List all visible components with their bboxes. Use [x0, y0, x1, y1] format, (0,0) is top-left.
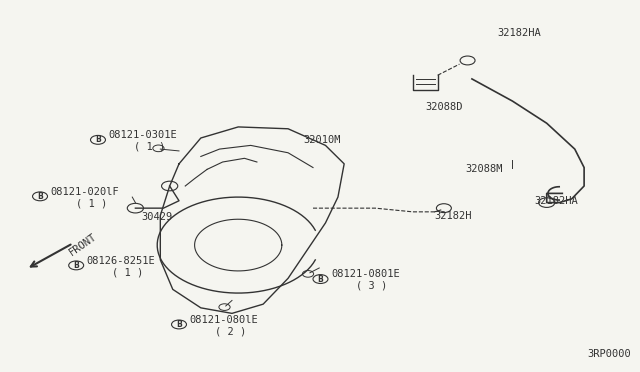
- Text: 32088D: 32088D: [425, 102, 463, 112]
- Text: B: B: [37, 192, 43, 201]
- Text: B: B: [74, 261, 79, 270]
- Text: 32010M: 32010M: [303, 135, 341, 145]
- Text: 32182H: 32182H: [435, 211, 472, 221]
- Text: B: B: [95, 135, 101, 144]
- Text: 3RP0000: 3RP0000: [588, 349, 631, 359]
- Text: 32182HA: 32182HA: [534, 196, 578, 206]
- Text: 08121-0801E
    ( 3 ): 08121-0801E ( 3 ): [331, 269, 400, 291]
- Text: FRONT: FRONT: [67, 232, 98, 258]
- Text: 08121-0301E
    ( 1 ): 08121-0301E ( 1 ): [109, 130, 177, 152]
- Text: 08121-020lF
    ( 1 ): 08121-020lF ( 1 ): [51, 187, 120, 208]
- Text: 32182HA: 32182HA: [497, 28, 541, 38]
- Text: 30429: 30429: [141, 212, 173, 222]
- Text: 08121-080lE
    ( 2 ): 08121-080lE ( 2 ): [189, 315, 259, 336]
- Text: 08126-8251E
    ( 1 ): 08126-8251E ( 1 ): [87, 256, 156, 277]
- Text: 32088M: 32088M: [466, 164, 503, 174]
- Text: B: B: [317, 275, 323, 283]
- Text: B: B: [176, 320, 182, 329]
